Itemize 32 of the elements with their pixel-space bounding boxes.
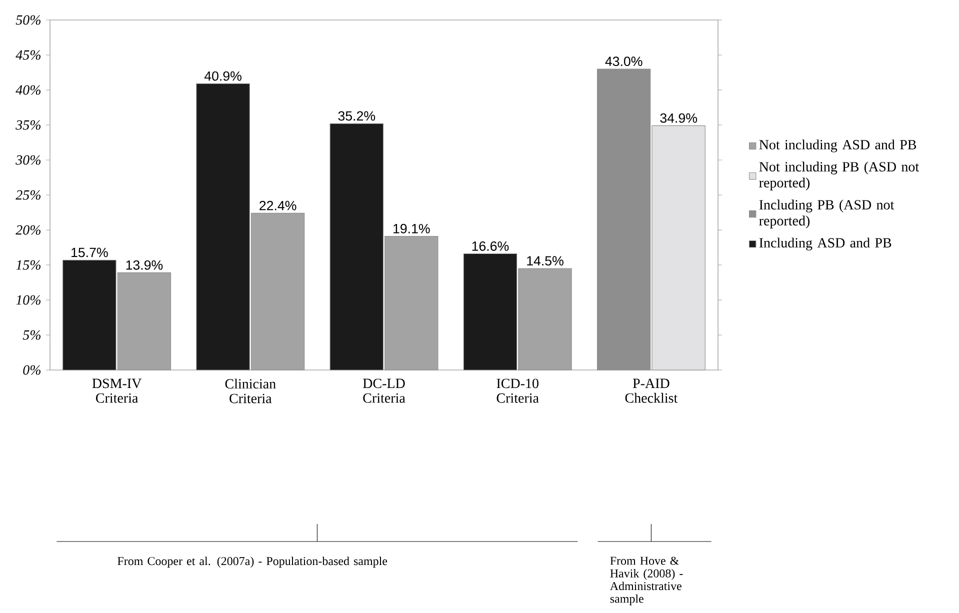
legend-label: Including ASD and PB: [759, 238, 892, 250]
legend-label: Not including ASD and PB: [759, 140, 916, 152]
x-tick-label: Clinician Criteria: [225, 378, 276, 404]
y-tick-label: 0%: [23, 365, 40, 375]
y-tick-label: 45%: [16, 50, 40, 60]
data-label: 40.9%: [204, 71, 242, 81]
legend-label: Not including PB (ASD not reported): [759, 162, 919, 190]
text: From Cooper et al. (2007a) - Population-based sample: [118, 556, 388, 568]
data-label: 35.2%: [338, 111, 376, 121]
y-tick-label: 40%: [16, 85, 40, 95]
data-label: 34.9%: [660, 113, 698, 123]
data-label: 14.5%: [527, 256, 564, 266]
y-tick-label: 30%: [16, 155, 40, 165]
y-tick-label: 35%: [16, 120, 40, 130]
data-label: 15.7%: [72, 248, 108, 258]
text: From Hove & Havik (2008) - Administrative sample: [610, 556, 683, 606]
y-tick-label: 25%: [16, 190, 40, 200]
y-tick-label: 50%: [16, 15, 40, 25]
data-label: 19.1%: [394, 224, 430, 234]
y-tick-label: 5%: [22, 330, 40, 340]
data-label: 13.9%: [126, 260, 163, 270]
data-label: 16.6%: [472, 241, 509, 251]
x-tick-label: DC-LD Criteria: [363, 378, 406, 403]
y-tick-label: 15%: [16, 260, 40, 270]
y-tick-label: 20%: [16, 225, 40, 235]
legend-label: Including PB (ASD not reported): [759, 200, 894, 228]
y-tick-label: 10%: [16, 295, 40, 305]
x-tick-label: ICD-10 Criteria: [496, 378, 539, 403]
data-label: 22.4%: [260, 200, 296, 210]
x-tick-label: P-AID Checklist: [625, 378, 678, 403]
x-tick-label: DSM-IV Criteria: [92, 378, 142, 403]
data-label: 43.0%: [605, 56, 642, 66]
